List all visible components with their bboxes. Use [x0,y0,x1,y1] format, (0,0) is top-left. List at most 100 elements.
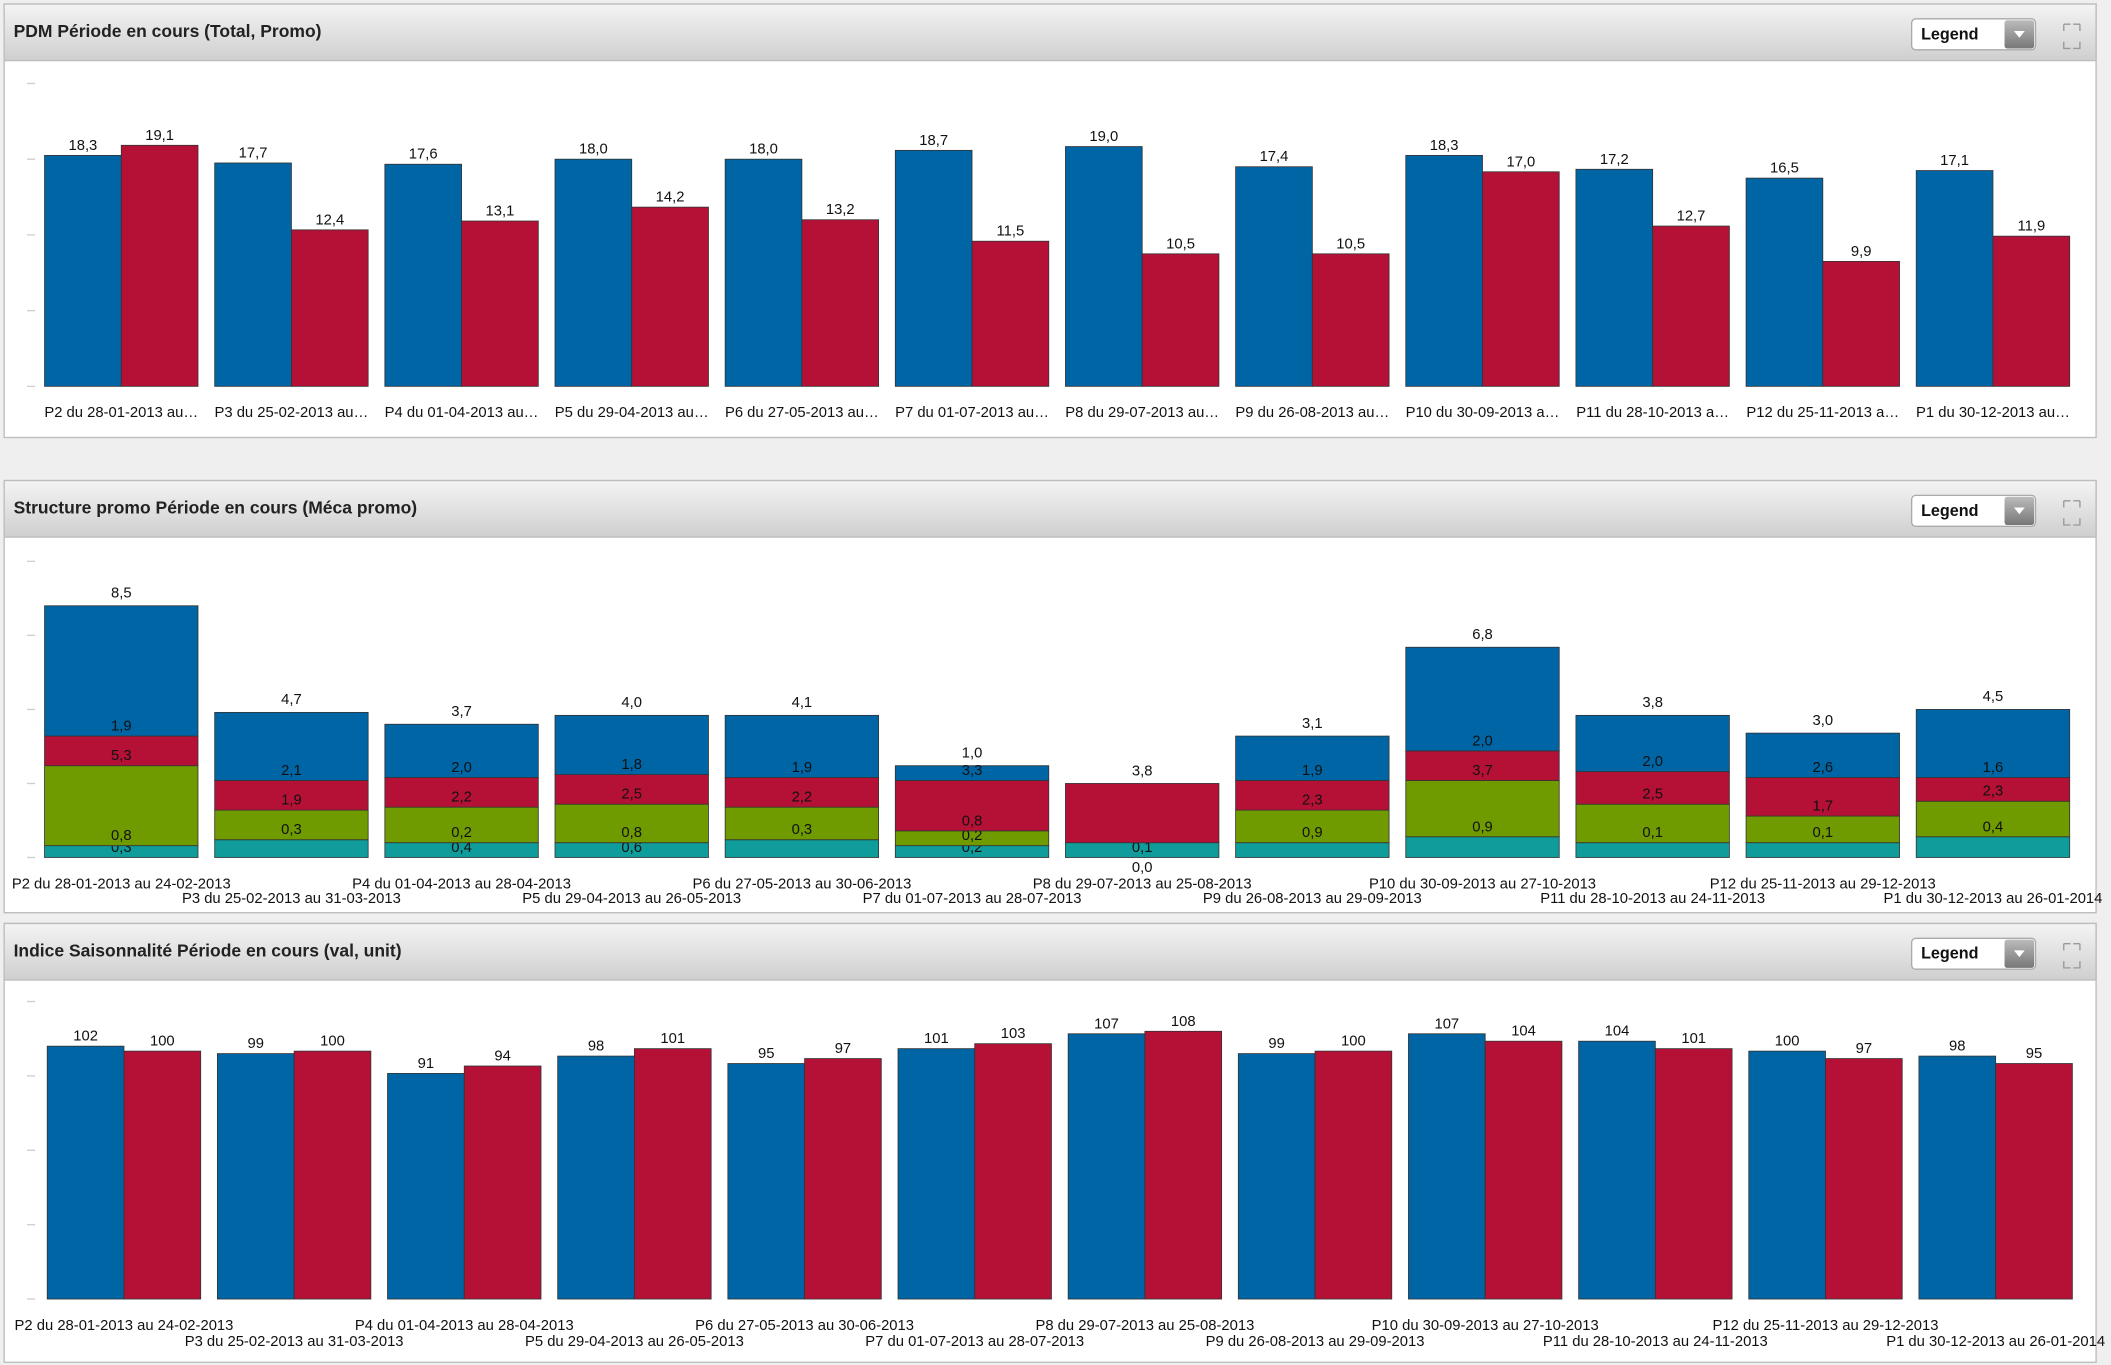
x-tick-label: P2 du 28-01-2013 au… [44,405,198,421]
dropdown-arrow [2013,950,2025,958]
bar-segment [1235,780,1390,811]
bar [1405,154,1483,387]
bar-segment [1575,714,1730,773]
bar-segment [554,803,709,844]
panel-title: PDM Période en cours (Total, Promo) [14,21,322,41]
bar [727,1063,805,1300]
bar [291,229,369,387]
data-label: 17,6 [409,147,438,163]
bar [1822,261,1900,387]
total-label: 1,0 [962,745,983,761]
bar [1652,225,1730,387]
segment-label: 0,1 [1642,825,1663,841]
bar-segment [1575,771,1730,805]
segment-label: 0,6 [621,840,642,856]
x-tick-label: P3 du 25-02-2013 au 31-03-2013 [185,1334,404,1350]
bar [1482,171,1560,387]
total-label: 4,7 [281,692,302,708]
bar-segment [1915,800,2071,838]
x-tick-label: P3 du 25-02-2013 au… [215,405,369,421]
data-label: 101 [924,1031,949,1047]
segment-label: 3,7 [1472,763,1493,779]
segment-label: 1,9 [1302,763,1323,779]
data-label: 13,1 [486,204,515,220]
segment-label: 0,9 [1472,819,1493,835]
bar-segment [1575,842,1730,858]
total-label: 3,7 [451,704,472,720]
panel-title: Structure promo Période en cours (Méca p… [14,497,418,517]
segment-label: 1,8 [621,757,642,773]
x-tick-label: P4 du 01-04-2013 au… [385,405,539,421]
data-label: 19,1 [145,128,174,144]
bar [1995,1063,2073,1300]
segment-label: 0,2 [451,825,472,841]
segment-label: 2,2 [451,790,472,806]
x-tick-label: P10 du 30-09-2013 au 27-10-2013 [1372,1318,1599,1334]
data-label: 16,5 [1770,161,1799,177]
bar-segment [214,711,369,781]
data-label: 95 [758,1046,774,1062]
bar-segment [1745,732,1900,778]
bar [1575,168,1654,387]
data-label: 97 [835,1041,851,1057]
bar-segment [1575,803,1730,844]
bar [554,158,633,387]
segment-label: 1,9 [111,719,132,735]
x-tick-label: P11 du 28-10-2013 au 24-11-2013 [1543,1334,1768,1350]
bar-segment [724,714,880,778]
segment-label: 0,3 [792,822,813,838]
bar-segment [44,605,199,737]
data-label: 102 [73,1029,98,1045]
bar [44,154,122,387]
segment-label: 0,3 [281,822,302,838]
data-label: 18,3 [68,138,97,154]
data-label: 13,2 [826,202,855,218]
segment-label: 0,1 [1813,825,1834,841]
data-label: 101 [660,1031,685,1047]
total-label: 4,5 [1983,689,2004,705]
segment-label: 1,6 [1983,760,2004,776]
bar-segment [1915,836,2071,858]
bar [1314,1050,1393,1300]
bar-segment [724,839,880,858]
total-label: 4,0 [621,695,642,711]
expand-icon[interactable] [2063,500,2081,526]
legend-label[interactable]: Legend [1921,945,1978,963]
expand-icon[interactable] [2063,942,2081,969]
data-label: 100 [150,1034,175,1050]
legend-label[interactable]: Legend [1921,502,1978,520]
segment-label: 2,1 [281,763,302,779]
x-tick-label: P3 du 25-02-2013 au 31-03-2013 [182,891,401,907]
segment-label: 2,0 [451,760,472,776]
bar [1144,1030,1223,1300]
segment-label: 1,9 [281,793,302,809]
x-tick-label: P12 du 25-11-2013 au 29-12-2013 [1710,876,1936,892]
bar-segment [894,780,1050,832]
segment-label: 2,3 [1302,793,1323,809]
data-label: 91 [418,1056,434,1072]
bar-segment [724,806,880,841]
segment-label: 0,4 [451,840,472,856]
x-tick-label: P5 du 29-04-2013 au… [555,405,709,421]
bar-segment [44,765,199,847]
expand-icon[interactable] [2063,23,2081,50]
data-label: 17,1 [1940,153,1969,169]
data-label: 9,9 [1851,244,1872,260]
data-label: 18,0 [749,142,778,158]
total-label: 3,0 [1813,713,1834,729]
bar-segment [1915,709,2071,778]
dropdown-arrow [2013,507,2025,515]
bar [1745,177,1824,387]
bar-segment [1405,646,1560,752]
bar [1235,166,1313,387]
bar-segment [1745,842,1900,858]
bar [120,144,199,387]
x-tick-label: P5 du 29-04-2013 au 26-05-2013 [522,891,741,907]
bar [461,220,539,387]
data-label: 12,4 [315,212,344,228]
legend-label[interactable]: Legend [1921,25,1978,43]
x-tick-label: P7 du 01-07-2013 au… [895,405,1049,421]
segment-label: 3,3 [962,763,983,779]
bar [894,149,973,387]
bar [1578,1040,1656,1300]
